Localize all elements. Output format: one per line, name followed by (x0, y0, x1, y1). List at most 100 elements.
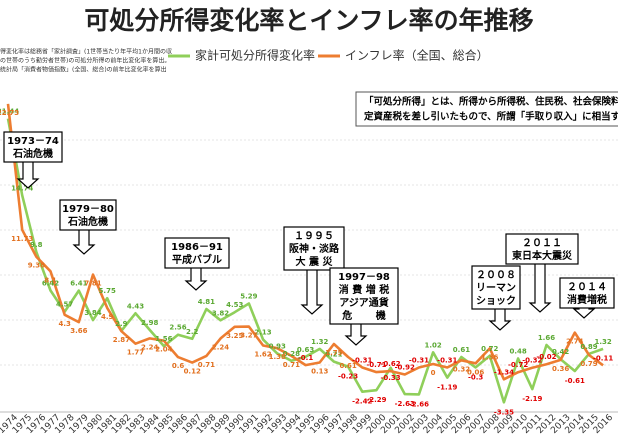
data-label: 3.84 (84, 309, 101, 317)
data-label: 0.61 (453, 346, 470, 354)
annotation-text: 1979－80 (62, 204, 114, 215)
annotation-text: 東日本大震災 (512, 249, 573, 262)
data-label: -0.92 (395, 364, 415, 372)
data-label: -2.42 (352, 398, 372, 406)
data-label: -2.66 (409, 400, 429, 408)
data-label: 2.9 (115, 320, 128, 328)
data-label: 0.28 (283, 350, 300, 358)
data-label: -1.19 (437, 384, 457, 392)
data-label: 1.02 (424, 341, 441, 349)
data-label: 2.13 (254, 329, 271, 337)
data-label: -3.35 (494, 408, 514, 416)
data-label: 5.75 (99, 287, 116, 295)
annotation-text: 消 費 増 税 (339, 283, 389, 296)
data-label: -0.3 (468, 373, 483, 381)
data-label: 4.9 (101, 313, 114, 321)
data-label: 0.06 (467, 368, 484, 376)
series-line (6, 118, 604, 404)
data-label: -2.63 (395, 400, 415, 408)
legend-label: インフレ率（全国、総合） (345, 48, 489, 63)
data-label: -0.71 (366, 361, 386, 369)
annotation-text: 石油危機 (67, 215, 108, 228)
data-label: 4.81 (198, 298, 215, 306)
data-label: -0.31 (437, 357, 457, 365)
data-label: 0.89 (580, 343, 597, 351)
data-label: 0.21 (325, 351, 342, 359)
data-label: 1.32 (594, 338, 611, 346)
annotation-box (505, 233, 579, 265)
data-label: -0.23 (338, 373, 358, 381)
annotation-text: ２０１１ (522, 237, 562, 249)
annotation-arrow (528, 264, 552, 313)
data-label: 1.77 (127, 349, 144, 357)
annotation-box (559, 277, 615, 309)
data-label: 0.6 (172, 362, 185, 370)
data-label: 4.57 (56, 301, 73, 309)
annotation-box (59, 199, 117, 231)
data-label: 14.74 (11, 184, 33, 192)
annotation-text: １９９５ (294, 230, 334, 242)
annotation-text: 大 震 災 (296, 255, 334, 268)
data-label: 2.56 (169, 324, 186, 332)
annotation-box (3, 131, 63, 163)
data-label: 0.13 (311, 368, 328, 376)
definition-text: 定資産税を差し引いたもので、所謂「手取り収入」に相当す (363, 111, 618, 123)
data-label: 0.93 (269, 342, 286, 350)
annotation-text: 平成バブル (172, 253, 222, 266)
data-label: -1.34 (494, 368, 514, 376)
data-label: -0.11 (593, 354, 613, 362)
data-label: 2.74 (566, 338, 583, 346)
data-label: 3.66 (70, 327, 87, 335)
data-label: 6.41 (70, 280, 87, 288)
definition-box (355, 91, 618, 127)
data-label: 1.56 (155, 335, 172, 343)
data-label: -0.02 (536, 353, 556, 361)
annotation-box (471, 265, 521, 310)
note: 得変化率は総務省「家計調査」(1世帯当たり年平均1か月間の収 (0, 48, 172, 56)
data-label: -0.31 (352, 357, 372, 365)
data-label: -0.31 (409, 357, 429, 365)
annotation-text: 危 機 (342, 309, 385, 322)
annotation-box (283, 226, 345, 271)
data-label: 1.38 (269, 353, 286, 361)
annotation-text: 阪神・淡路 (289, 242, 340, 255)
chart-title: 可処分所得変化率とインフレ率の年推移 (84, 6, 533, 35)
data-label: 1.32 (311, 338, 328, 346)
annotation-arrow (300, 270, 324, 315)
annotation-text: 1986－91 (171, 242, 223, 253)
data-label: 8.1 (44, 276, 57, 284)
data-label: 0.42 (552, 348, 569, 356)
annotation-text: ２０１４ (567, 281, 607, 293)
data-label: 2.2 (186, 328, 199, 336)
annotation-box (329, 267, 399, 325)
annotation-text: 石油危機 (12, 147, 53, 160)
annotation-text: 1973－74 (7, 136, 59, 147)
annotation-arrow (72, 230, 96, 255)
data-label: 2.24 (141, 343, 158, 351)
data-label: 3.27 (240, 332, 257, 340)
data-label: -2.29 (366, 396, 386, 404)
annotation-text: 消費増税 (567, 293, 607, 306)
annotation-text: 1997－98 (338, 272, 390, 283)
data-label: 1.62 (254, 350, 271, 358)
data-label: 0.79 (580, 360, 597, 368)
data-label: 4.3 (58, 320, 71, 328)
annotation-arrow (344, 324, 368, 346)
annotation-arrow (572, 308, 596, 319)
data-label: 0 (431, 369, 436, 377)
data-label: 9.38 (28, 262, 45, 270)
data-label: 1.75 (325, 349, 342, 357)
data-label: 3.25 (226, 332, 243, 340)
data-label: 0.48 (509, 348, 526, 356)
data-label: -0.1 (298, 354, 313, 362)
data-label: 4.43 (127, 302, 144, 310)
data-label: 0.63 (297, 346, 314, 354)
